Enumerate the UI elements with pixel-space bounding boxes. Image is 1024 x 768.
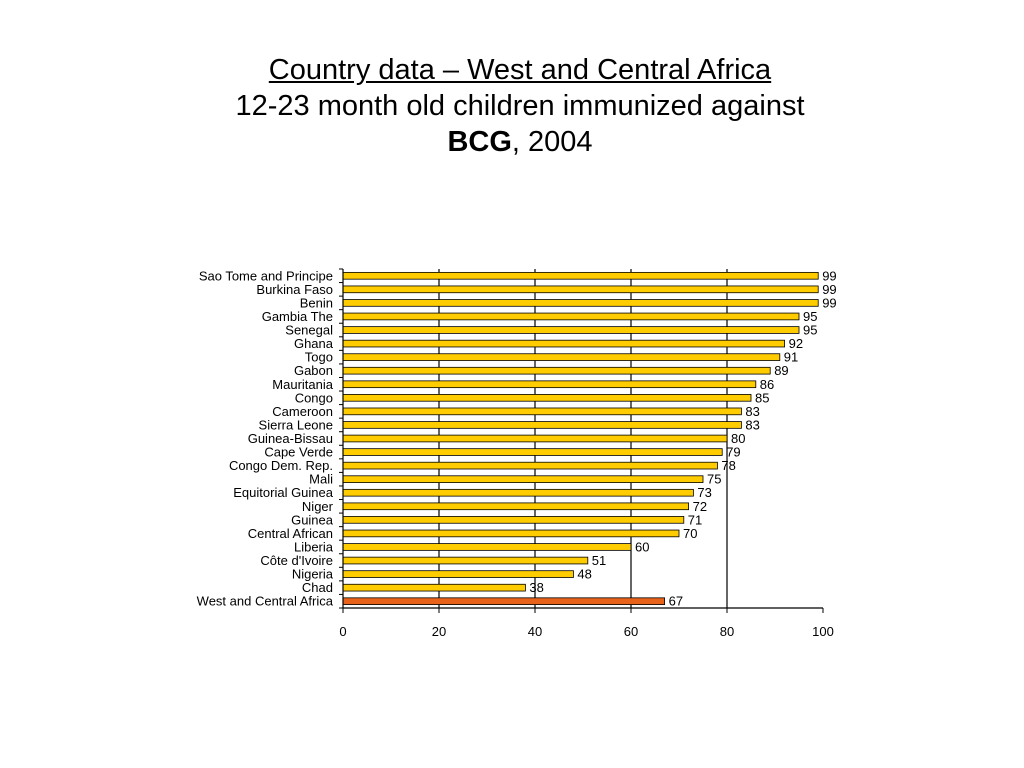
category-label: Mauritania	[272, 377, 333, 392]
bar	[342, 326, 800, 334]
category-label: Cape Verde	[264, 445, 333, 460]
category-label: Ghana	[294, 336, 334, 351]
bar	[342, 299, 819, 307]
data-label: 60	[635, 539, 649, 554]
category-label: Togo	[305, 350, 333, 365]
category-label: Niger	[302, 499, 334, 514]
category-label: West and Central Africa	[197, 594, 334, 609]
data-label: 72	[693, 499, 707, 514]
category-label: Burkina Faso	[256, 282, 333, 297]
category-label: Sierra Leone	[259, 417, 333, 432]
bar	[342, 516, 685, 524]
data-label: 85	[755, 390, 769, 405]
category-label: Gabon	[294, 363, 333, 378]
category-label: Nigeria	[292, 567, 334, 582]
title-year: , 2004	[511, 126, 593, 158]
data-label: 38	[529, 580, 543, 595]
bar	[342, 271, 819, 280]
data-label: 75	[707, 472, 721, 487]
data-label: 51	[592, 553, 606, 568]
data-label: 73	[697, 485, 711, 500]
data-label: 79	[726, 445, 740, 460]
title-line-3: BCG, 2004	[0, 124, 1024, 160]
data-label: 80	[731, 431, 745, 446]
bar	[342, 394, 752, 402]
data-label: 78	[721, 458, 735, 473]
data-label: 91	[784, 350, 798, 365]
data-label: 95	[803, 323, 817, 338]
bar	[342, 475, 704, 483]
category-label: Sao Tome and Principe	[199, 268, 333, 283]
title-line-1: Country data – West and Central Africa	[268, 54, 772, 86]
category-label: Benin	[300, 295, 333, 310]
bar	[342, 461, 718, 470]
bar	[342, 529, 680, 538]
data-label: 70	[683, 526, 697, 541]
bar	[342, 312, 800, 321]
category-label: Central African	[248, 526, 333, 541]
x-tick-label: 60	[624, 624, 638, 639]
category-label: Mali	[309, 472, 333, 487]
x-tick-label: 20	[432, 624, 446, 639]
category-label: Liberia	[294, 539, 334, 554]
data-label: 83	[745, 417, 759, 432]
title-line-2: 12-23 month old children immunized again…	[235, 90, 805, 122]
category-label: Guinea-Bissau	[248, 431, 333, 446]
chart-title: Country data – West and Central Africa 1…	[0, 52, 1024, 160]
category-label: Congo Dem. Rep.	[229, 458, 333, 473]
category-label: Senegal	[285, 323, 333, 338]
category-label: Congo	[295, 390, 333, 405]
bar	[342, 434, 728, 443]
bar	[342, 448, 723, 456]
data-label: 71	[688, 512, 702, 527]
bar	[342, 366, 771, 375]
data-label: 86	[760, 377, 774, 392]
data-label: 83	[745, 404, 759, 419]
category-label: Equitorial Guinea	[233, 485, 333, 500]
bar	[342, 421, 742, 429]
category-label: Côte d'Ivoire	[260, 553, 333, 568]
category-label: Guinea	[291, 512, 334, 527]
bar	[342, 570, 574, 578]
title-bold-word: BCG	[447, 126, 512, 158]
bar	[342, 353, 781, 361]
bar	[342, 285, 819, 294]
bar	[342, 380, 757, 389]
data-label: 48	[577, 567, 591, 582]
x-tick-label: 80	[720, 624, 734, 639]
x-tick-label: 100	[812, 624, 834, 639]
category-label: Cameroon	[272, 404, 333, 419]
data-label: 89	[774, 363, 788, 378]
x-tick-label: 40	[528, 624, 542, 639]
bar	[342, 502, 690, 511]
bar	[342, 488, 694, 497]
bar	[342, 556, 589, 565]
data-label: 99	[822, 282, 836, 297]
data-label: 67	[669, 594, 683, 609]
bar	[342, 543, 632, 551]
data-label: 92	[789, 336, 803, 351]
data-label: 95	[803, 309, 817, 324]
bar	[342, 583, 526, 592]
bar	[342, 339, 786, 348]
bar-highlight	[342, 597, 666, 606]
category-label: Chad	[302, 580, 333, 595]
bar	[342, 407, 742, 416]
x-tick-label: 0	[339, 624, 346, 639]
category-label: Gambia The	[262, 309, 333, 324]
data-label: 99	[822, 295, 836, 310]
data-label: 99	[822, 268, 836, 283]
